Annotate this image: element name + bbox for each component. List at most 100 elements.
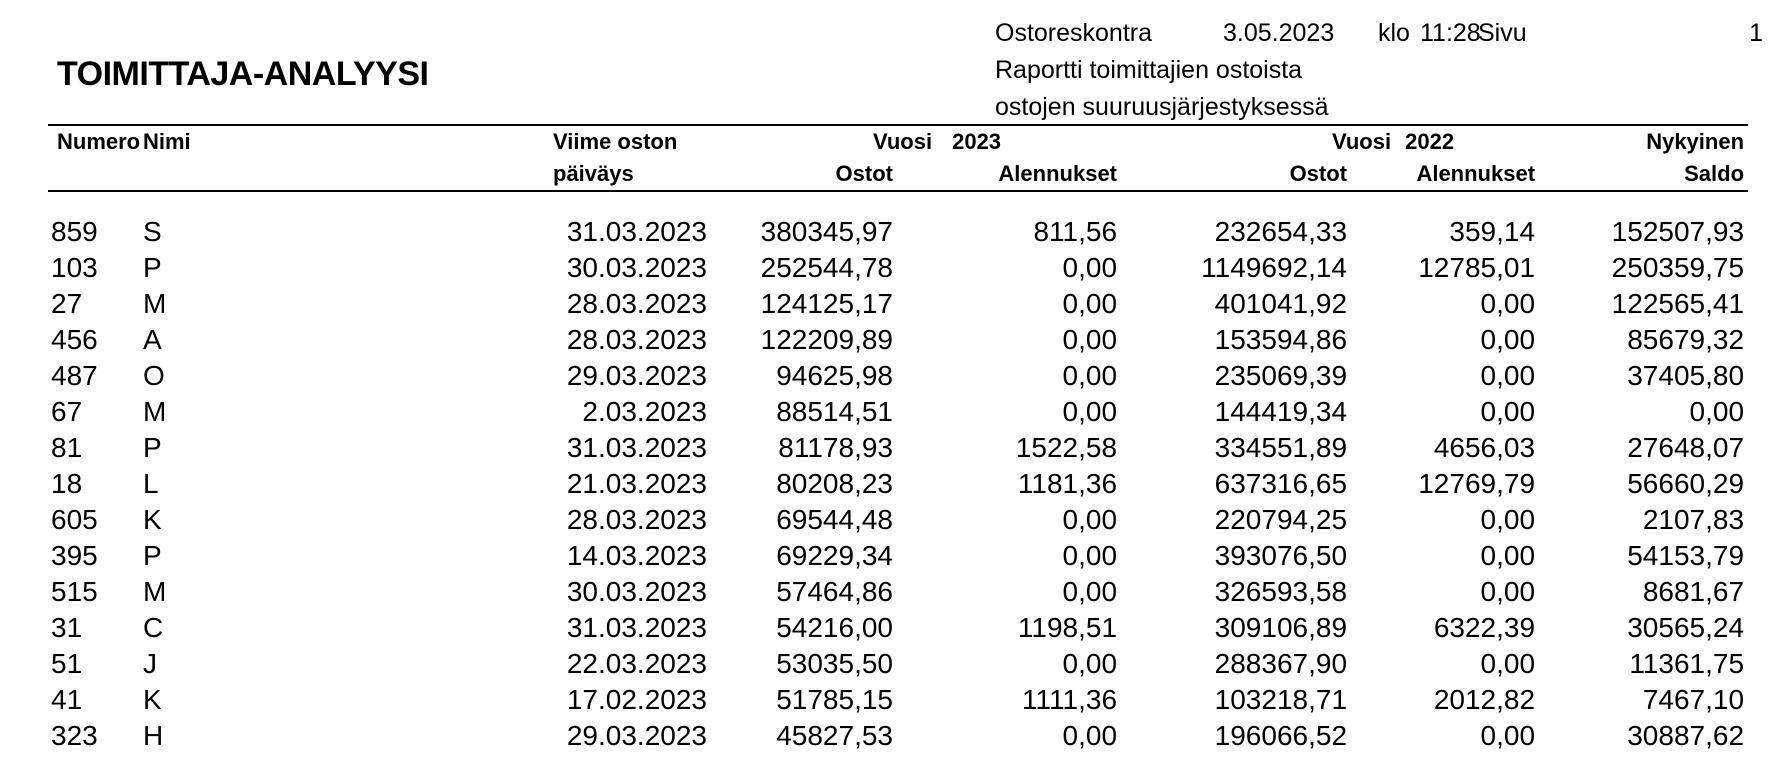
cell-alennukset-2022: 359,14 bbox=[1449, 216, 1536, 247]
cell-alennukset-2023: 0,00 bbox=[1062, 576, 1118, 607]
module-name: Ostoreskontra bbox=[995, 19, 1153, 47]
cell-ostot-2023: 380345,97 bbox=[760, 216, 893, 247]
cell-ostot-2023: 57464,86 bbox=[776, 576, 893, 607]
cell-paivays: 21.03.2023 bbox=[566, 468, 707, 499]
cell-numero: 31 bbox=[51, 612, 83, 643]
table-row: 41 K 17.02.2023 51785,15 1111,36 103218,… bbox=[48, 682, 1748, 718]
cell-ostot-2022: 326593,58 bbox=[1214, 576, 1348, 607]
cell-numero: 515 bbox=[51, 576, 98, 607]
cell-alennukset-2022: 0,00 bbox=[1480, 576, 1536, 607]
cell-alennukset-2023: 0,00 bbox=[1062, 360, 1118, 391]
vuosi-2023-year: 2023 bbox=[952, 129, 1002, 154]
report-time: 11:28 bbox=[1420, 19, 1481, 47]
table-row: 323 H 29.03.2023 45827,53 0,00 196066,52… bbox=[48, 718, 1748, 754]
cell-alennukset-2023: 0,00 bbox=[1062, 396, 1118, 427]
col-header-nykyinen: Nykyinen bbox=[1646, 129, 1745, 154]
cell-nimi: O bbox=[143, 360, 165, 391]
cell-ostot-2023: 252544,78 bbox=[760, 252, 893, 283]
cell-numero: 605 bbox=[51, 504, 98, 535]
cell-ostot-2022: 1149692,14 bbox=[1201, 252, 1348, 283]
cell-paivays: 28.03.2023 bbox=[566, 504, 707, 535]
vuosi-2022-label: Vuosi bbox=[1332, 129, 1392, 154]
cell-ostot-2022: 103218,71 bbox=[1214, 684, 1348, 715]
cell-ostot-2023: 94625,98 bbox=[776, 360, 893, 391]
cell-ostot-2023: 69229,34 bbox=[776, 540, 893, 571]
page-title: TOIMITTAJA-ANALYYSI bbox=[57, 55, 429, 93]
cell-ostot-2022: 393076,50 bbox=[1214, 540, 1348, 571]
cell-paivays: 17.02.2023 bbox=[566, 684, 707, 715]
cell-alennukset-2022: 12769,79 bbox=[1418, 468, 1536, 499]
table-row: 395 P 14.03.2023 69229,34 0,00 393076,50… bbox=[48, 538, 1748, 574]
table-row: 103 P 30.03.2023 252544,78 0,00 1149692,… bbox=[48, 250, 1748, 286]
cell-ostot-2023: 54216,00 bbox=[776, 612, 893, 643]
cell-paivays: 30.03.2023 bbox=[566, 252, 707, 283]
cell-ostot-2022: 288367,90 bbox=[1214, 648, 1348, 679]
report-subtitle-2: ostojen suuruusjärjestyksessä bbox=[995, 93, 1329, 121]
cell-alennukset-2022: 2012,82 bbox=[1433, 684, 1536, 715]
cell-alennukset-2023: 0,00 bbox=[1062, 540, 1118, 571]
page-number: 1 bbox=[1749, 19, 1763, 47]
table-row: 515 M 30.03.2023 57464,86 0,00 326593,58… bbox=[48, 574, 1748, 610]
cell-alennukset-2023: 0,00 bbox=[1062, 504, 1118, 535]
cell-nimi: M bbox=[143, 288, 167, 319]
cell-paivays: 29.03.2023 bbox=[566, 360, 707, 391]
cell-alennukset-2022: 12785,01 bbox=[1418, 252, 1536, 283]
col-group-vuosi-2022: Vuosi 2022 bbox=[1117, 125, 1535, 158]
cell-ostot-2022: 196066,52 bbox=[1214, 720, 1348, 751]
cell-alennukset-2022: 0,00 bbox=[1480, 504, 1536, 535]
cell-nimi: P bbox=[143, 540, 162, 571]
col-header-empty-numero bbox=[48, 158, 136, 192]
table-header-row-1: Numero Nimi Viime oston Vuosi 2023 Vuosi 2… bbox=[48, 125, 1748, 158]
cell-numero: 41 bbox=[51, 684, 83, 715]
cell-ostot-2023: 81178,93 bbox=[778, 432, 893, 463]
cell-saldo: 30565,24 bbox=[1627, 612, 1745, 643]
cell-paivays: 31.03.2023 bbox=[566, 432, 707, 463]
cell-alennukset-2022: 0,00 bbox=[1480, 720, 1536, 751]
cell-saldo: 7467,10 bbox=[1642, 684, 1745, 715]
cell-nimi: H bbox=[143, 720, 164, 751]
col-group-vuosi-2023: Vuosi 2023 bbox=[707, 125, 1117, 158]
cell-numero: 456 bbox=[51, 324, 98, 355]
cell-paivays: 29.03.2023 bbox=[566, 720, 707, 751]
cell-ostot-2023: 124125,17 bbox=[760, 288, 893, 319]
cell-alennukset-2023: 0,00 bbox=[1062, 252, 1118, 283]
col-header-saldo: Saldo bbox=[1535, 158, 1749, 192]
cell-ostot-2023: 69544,48 bbox=[776, 504, 893, 535]
cell-alennukset-2023: 811,56 bbox=[1033, 216, 1118, 247]
cell-nimi: A bbox=[143, 324, 162, 355]
cell-ostot-2023: 80208,23 bbox=[776, 468, 893, 499]
cell-ostot-2023: 122209,89 bbox=[760, 324, 893, 355]
col-header-empty-nimi bbox=[136, 158, 421, 192]
col-header-alennukset-2022: Alennukset bbox=[1347, 158, 1536, 192]
cell-numero: 67 bbox=[51, 396, 83, 427]
cell-alennukset-2023: 1181,36 bbox=[1017, 468, 1118, 499]
cell-ostot-2023: 88514,51 bbox=[776, 396, 893, 427]
cell-paivays: 30.03.2023 bbox=[566, 576, 707, 607]
cell-numero: 103 bbox=[51, 252, 98, 283]
cell-nimi: P bbox=[143, 432, 162, 463]
cell-nimi: M bbox=[143, 576, 167, 607]
cell-paivays: 14.03.2023 bbox=[566, 540, 707, 571]
cell-alennukset-2022: 0,00 bbox=[1480, 648, 1536, 679]
supplier-table: Numero Nimi Viime oston Vuosi 2023 Vuosi 2… bbox=[48, 124, 1749, 754]
cell-ostot-2022: 232654,33 bbox=[1214, 216, 1348, 247]
cell-saldo: 85679,32 bbox=[1627, 324, 1745, 355]
cell-saldo: 56660,29 bbox=[1627, 468, 1745, 499]
cell-alennukset-2023: 0,00 bbox=[1062, 324, 1118, 355]
table-row: 456 A 28.03.2023 122209,89 0,00 153594,8… bbox=[48, 322, 1748, 358]
cell-alennukset-2023: 1111,36 bbox=[1022, 684, 1118, 715]
cell-saldo: 2107,83 bbox=[1642, 504, 1745, 535]
table-body: 859 S 31.03.2023 380345,97 811,56 232654… bbox=[48, 191, 1748, 754]
page-label: Sivu bbox=[1478, 19, 1527, 47]
table-header: Numero Nimi Viime oston Vuosi 2023 Vuosi 2… bbox=[48, 125, 1749, 192]
cell-numero: 51 bbox=[51, 648, 83, 679]
cell-nimi: M bbox=[143, 396, 167, 427]
cell-numero: 859 bbox=[51, 216, 98, 247]
cell-ostot-2022: 220794,25 bbox=[1214, 504, 1348, 535]
cell-ostot-2022: 637316,65 bbox=[1214, 468, 1348, 499]
cell-saldo: 122565,41 bbox=[1611, 288, 1745, 319]
table-row: 27 M 28.03.2023 124125,17 0,00 401041,92… bbox=[48, 286, 1748, 322]
cell-paivays: 28.03.2023 bbox=[566, 324, 707, 355]
klo-label: klo bbox=[1378, 19, 1410, 47]
cell-nimi: P bbox=[143, 252, 162, 283]
